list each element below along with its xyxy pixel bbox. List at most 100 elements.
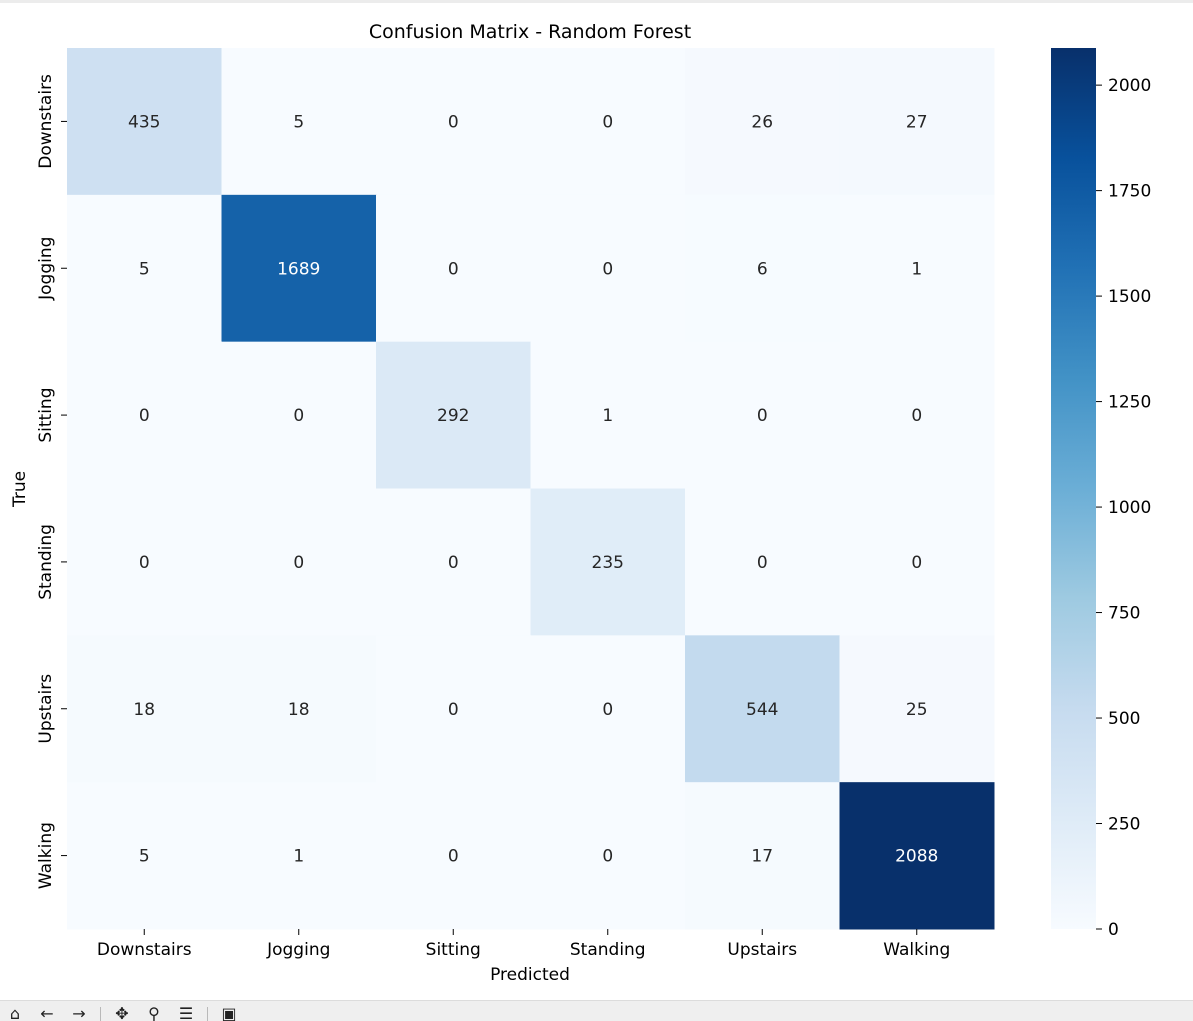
- colorbar-tick-label: 500: [1108, 709, 1140, 729]
- heatmap-cell: [221, 782, 377, 930]
- cell-value-label: 18: [133, 700, 155, 720]
- cell-value-label: 0: [448, 847, 459, 867]
- heatmap-cell: [67, 488, 222, 636]
- toolbar-separator: [207, 1007, 208, 1021]
- x-tick-label: Upstairs: [727, 940, 797, 960]
- heatmap-cell: [67, 48, 222, 196]
- cell-value-label: 18: [288, 700, 310, 720]
- heatmap-cell: [221, 194, 377, 343]
- heatmap-cell: [839, 488, 995, 636]
- heatmap-cell: [67, 341, 222, 489]
- heatmap-cell: [685, 194, 840, 343]
- colorbar-tick-label: 1000: [1108, 498, 1151, 518]
- x-tick-label: Downstairs: [97, 940, 192, 960]
- cell-value-label: 0: [448, 553, 459, 573]
- heatmap-cell: [839, 48, 995, 196]
- cell-value-label: 1: [602, 406, 613, 426]
- y-tick-label: Downstairs: [36, 74, 56, 169]
- heatmap-cell: [685, 782, 840, 930]
- cell-value-label: 2088: [895, 847, 938, 867]
- toolbar-separator: [100, 1007, 101, 1021]
- x-tick-label: Walking: [883, 940, 950, 960]
- heatmap-cell: [530, 341, 686, 489]
- confusion-matrix-figure: Confusion Matrix - Random Forest 435 5 0 0 2…: [10, 21, 1151, 985]
- cell-value-label: 1: [911, 259, 922, 279]
- heatmap-cell: [530, 782, 686, 930]
- cell-value-label: 0: [448, 700, 459, 720]
- cell-value-label: 5: [139, 259, 150, 279]
- colorbar-tick-label: 0: [1108, 920, 1119, 940]
- chart-title: Confusion Matrix - Random Forest: [369, 21, 691, 43]
- cell-value-label: 0: [602, 259, 613, 279]
- y-tick-label: Walking: [36, 822, 56, 889]
- plot-toolbar: ⌂ ← → ✥ ⚲ ☰ ▣: [0, 1000, 1193, 1021]
- cell-value-label: 17: [751, 847, 773, 867]
- heatmap-cell: [530, 194, 686, 343]
- cell-value-label: 5: [293, 112, 304, 132]
- heatmap-cell: [221, 488, 377, 636]
- colorbar-tick-label: 1500: [1108, 287, 1151, 307]
- heatmap-cell: [376, 635, 531, 783]
- cell-value-label: 292: [437, 406, 469, 426]
- y-tick-label: Sitting: [36, 388, 56, 443]
- window-top-edge: [0, 0, 1193, 3]
- pan-icon[interactable]: ✥: [115, 1004, 129, 1021]
- heatmap-cell: [839, 635, 995, 783]
- colorbar-tick-label: 1750: [1108, 182, 1151, 202]
- cell-value-label: 0: [911, 406, 922, 426]
- colorbar-tick-label: 2000: [1108, 76, 1151, 96]
- heatmap-cell: [376, 341, 531, 489]
- home-icon[interactable]: ⌂: [9, 1004, 21, 1021]
- cell-value-label: 0: [293, 406, 304, 426]
- heatmap-cells: [67, 48, 995, 930]
- heatmap-cell: [839, 782, 995, 930]
- y-axis-label: True: [10, 471, 30, 508]
- x-axis-label: Predicted: [490, 965, 570, 985]
- x-tick-label: Sitting: [426, 940, 481, 960]
- cell-value-label: 0: [757, 406, 768, 426]
- heatmap-cell: [221, 48, 377, 196]
- heatmap-cell-labels: 435 5 0 0 26 27 5 1689 0 0 6 1 0 0 292 1 0 0 0 0 0 235 0 0 18 18 0…: [128, 112, 938, 866]
- heatmap-cell: [685, 48, 840, 196]
- cell-value-label: 0: [139, 406, 150, 426]
- y-tick-label: Jogging: [36, 237, 56, 301]
- cell-value-label: 0: [293, 553, 304, 573]
- colorbar-ticks: 0 250 500 750 1000 1250 1500 1750 2000: [1096, 76, 1151, 940]
- cell-value-label: 0: [448, 259, 459, 279]
- heatmap-cell: [530, 488, 686, 636]
- zoom-icon[interactable]: ⚲: [148, 1004, 160, 1021]
- back-icon[interactable]: ←: [40, 1004, 54, 1021]
- heatmap-cell: [530, 635, 686, 783]
- heatmap-cell: [530, 48, 686, 196]
- heatmap-cell: [67, 635, 222, 783]
- cell-value-label: 25: [906, 700, 928, 720]
- forward-icon[interactable]: →: [72, 1004, 86, 1021]
- cell-value-label: 0: [602, 847, 613, 867]
- cell-value-label: 544: [746, 700, 778, 720]
- heatmap-cell: [685, 341, 840, 489]
- colorbar-tick-label: 750: [1108, 604, 1140, 624]
- heatmap-cell: [221, 341, 377, 489]
- x-axis-ticks: Downstairs Jogging Sitting Standing Upstairs…: [97, 929, 950, 960]
- y-axis-ticks: Downstairs Jogging Sitting Standing Upstairs…: [36, 74, 67, 889]
- y-tick-label: Standing: [36, 524, 56, 600]
- heatmap-cell: [376, 782, 531, 930]
- cell-value-label: 0: [911, 553, 922, 573]
- cell-value-label: 5: [139, 847, 150, 867]
- heatmap-cell: [839, 341, 995, 489]
- cell-value-label: 435: [128, 112, 160, 132]
- cell-value-label: 0: [139, 553, 150, 573]
- heatmap-cell: [221, 635, 377, 783]
- cell-value-label: 27: [906, 112, 928, 132]
- save-icon[interactable]: ▣: [221, 1004, 237, 1021]
- heatmap-cell: [376, 488, 531, 636]
- colorbar: [1051, 48, 1096, 929]
- configure-icon[interactable]: ☰: [178, 1004, 194, 1021]
- cell-value-label: 0: [602, 112, 613, 132]
- heatmap-cell: [685, 488, 840, 636]
- cell-value-label: 6: [757, 259, 768, 279]
- heatmap-cell: [839, 194, 995, 343]
- y-tick-label: Upstairs: [36, 674, 56, 744]
- cell-value-label: 0: [448, 112, 459, 132]
- cell-value-label: 0: [757, 553, 768, 573]
